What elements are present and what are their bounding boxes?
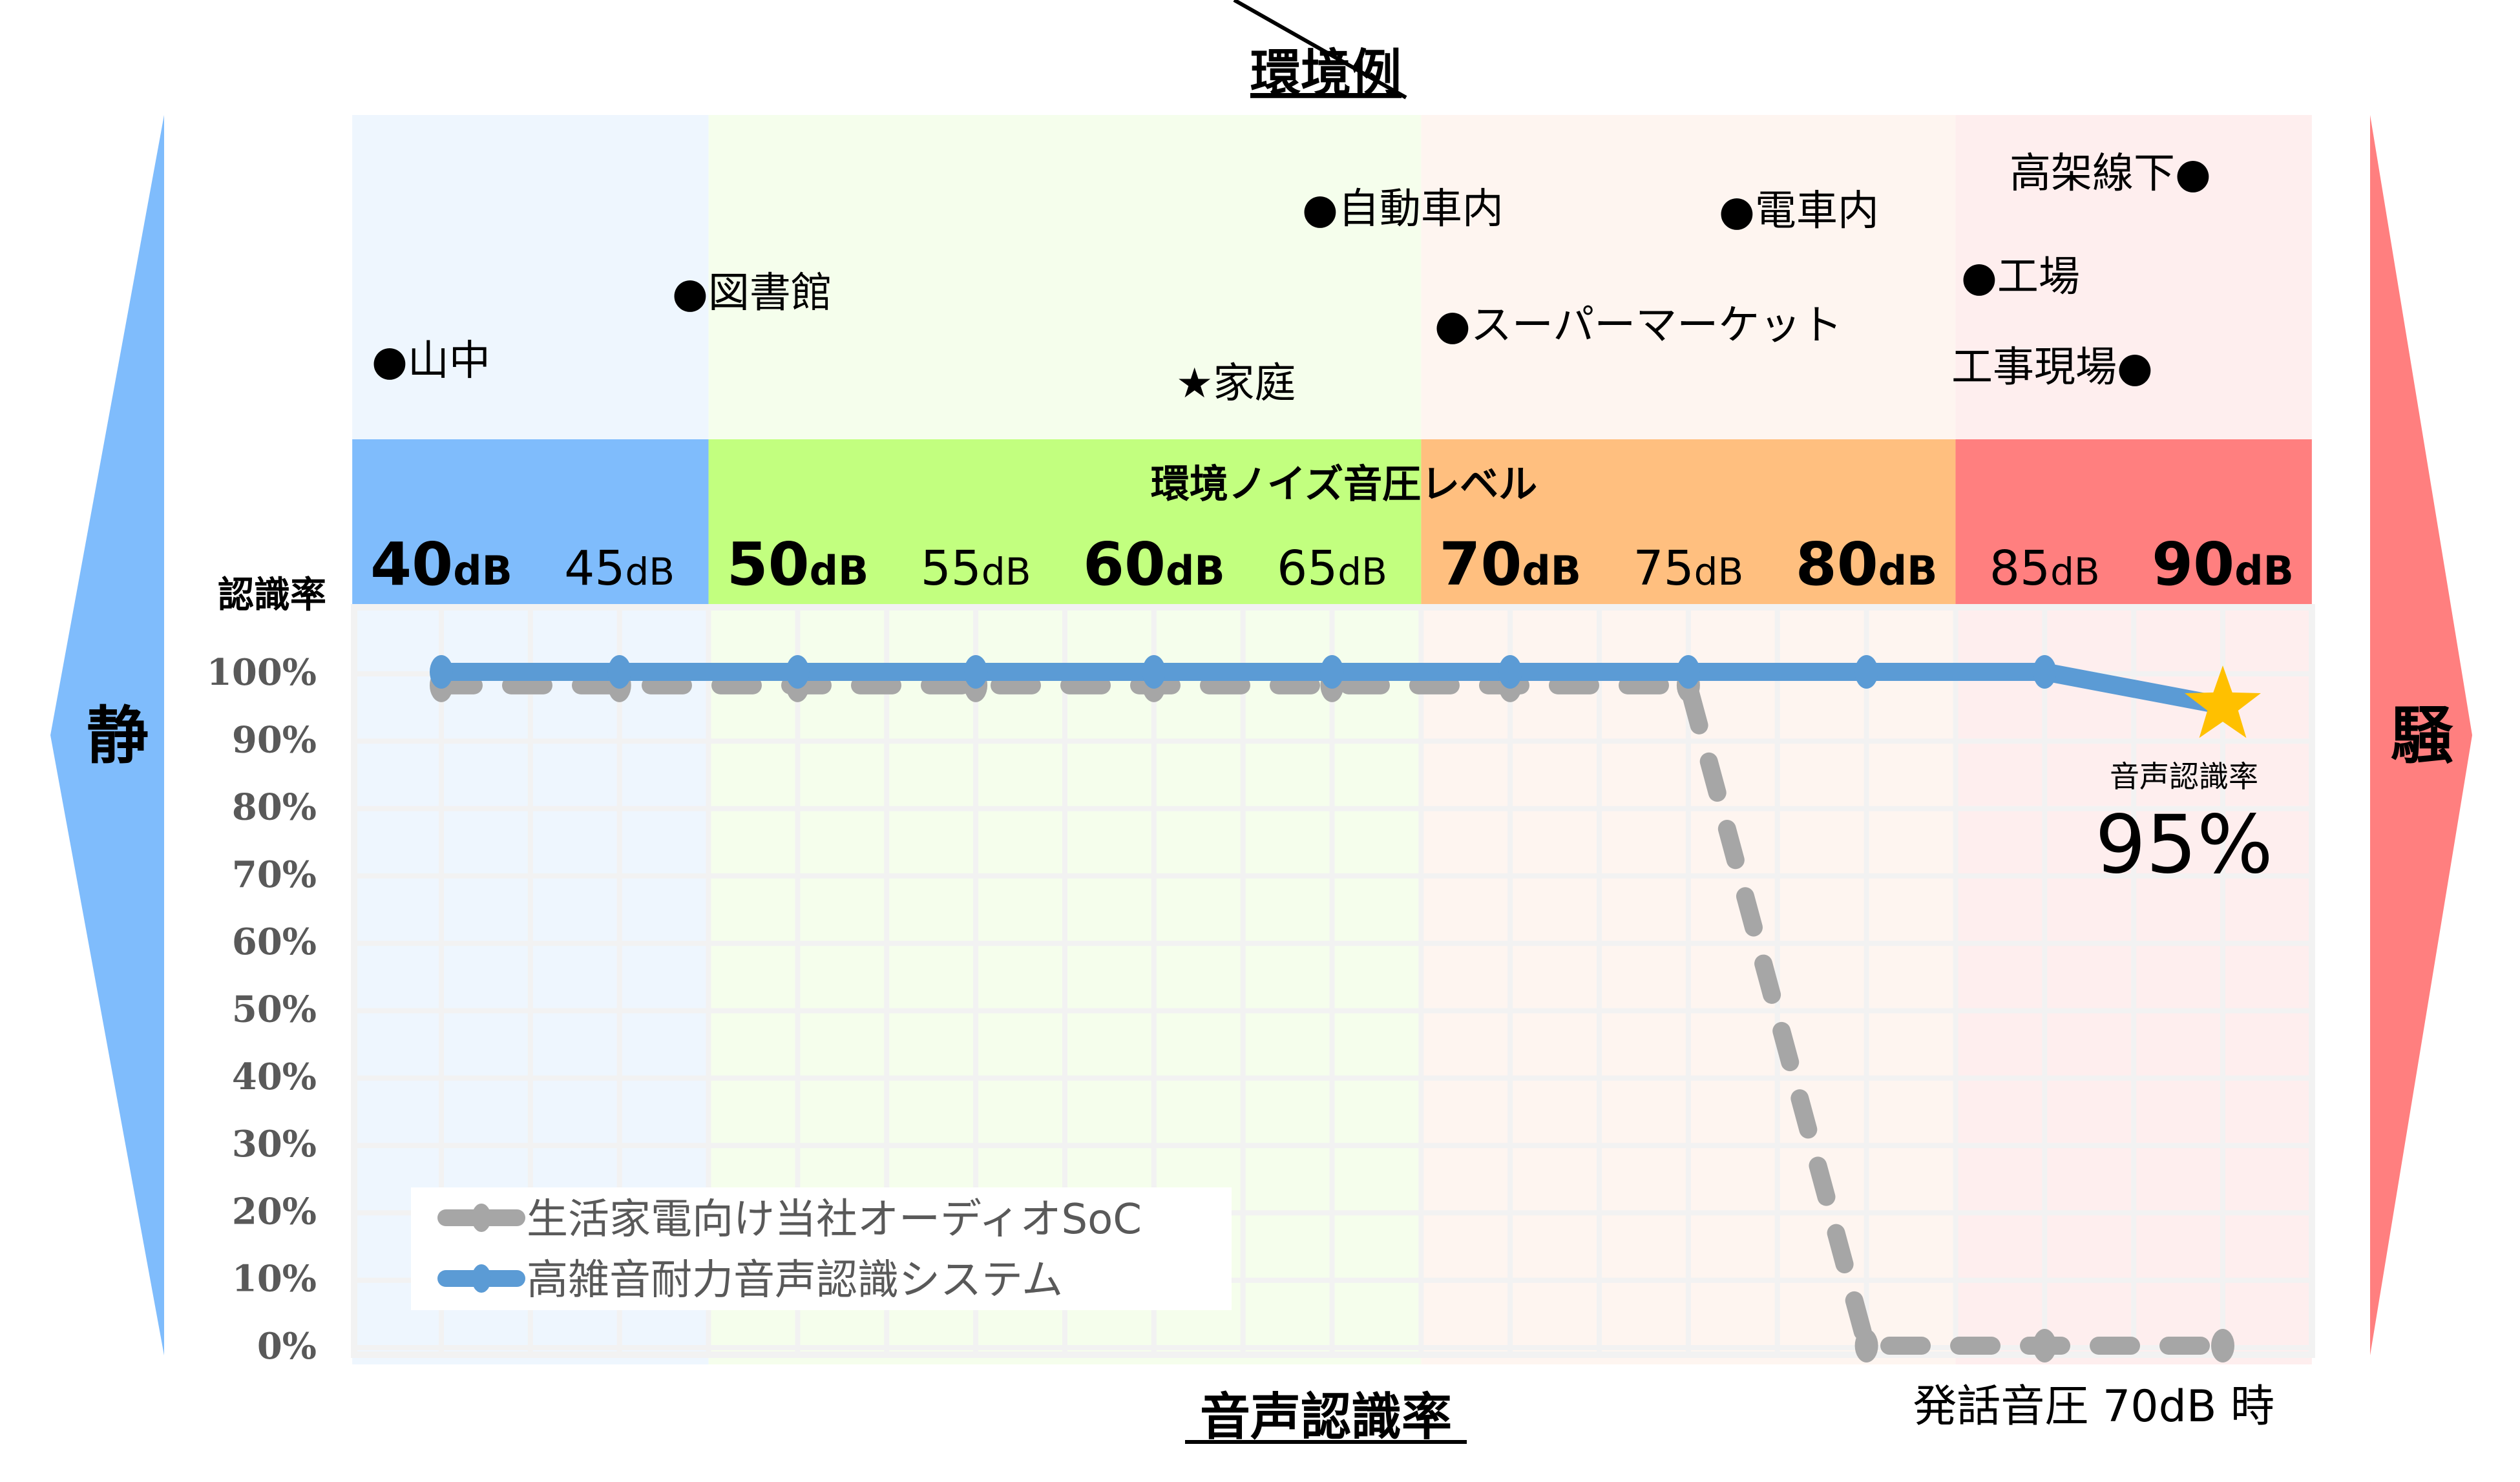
- noise-level-header: 環境ノイズ音圧レベル: [1151, 462, 1537, 507]
- legend: 生活家電向け当社オーディオSoC 高雑音耐力音声認識システム: [411, 1187, 1232, 1310]
- y-tick-10: 10%: [232, 1258, 317, 1300]
- data-point: [2033, 655, 2057, 689]
- data-point: [430, 655, 453, 689]
- db-label-80: 80dB: [1796, 530, 1938, 599]
- annotation-value: 95%: [2095, 798, 2273, 892]
- y-tick-50: 50%: [232, 988, 317, 1031]
- noisy-arrow-icon: [2370, 115, 2472, 1355]
- band-header-moderate: [708, 439, 1422, 604]
- db-label-75: 75dB: [1633, 541, 1744, 596]
- environment-example: ●スーパーマーケット: [1434, 302, 1842, 350]
- data-point: [1676, 655, 1700, 689]
- environment-example: ●電車内: [1719, 187, 1879, 235]
- speech-condition-note: 発話音圧 70dB 時: [1913, 1381, 2274, 1432]
- legend-item-label: 生活家電向け当社オーディオSoC: [527, 1196, 1142, 1244]
- data-point: [1498, 655, 1522, 689]
- data-point: [1320, 655, 1344, 689]
- data-point: [607, 655, 631, 689]
- band-header-quiet: [352, 439, 709, 604]
- y-axis-label: 認識率: [218, 574, 326, 616]
- data-point: [786, 655, 810, 689]
- db-label-40: 40dB: [370, 530, 512, 599]
- series-line-0: [432, 676, 2232, 1355]
- y-tick-70: 70%: [232, 853, 317, 896]
- y-tick-40: 40%: [232, 1056, 317, 1098]
- quiet-label: 静: [87, 700, 149, 772]
- band-headers: [352, 439, 2312, 604]
- recognition-annotation: 音声認識率 95%: [2095, 665, 2273, 892]
- y-tick-0: 0%: [257, 1325, 317, 1368]
- annotation-label: 音声認識率: [2110, 759, 2258, 794]
- data-point: [2211, 1329, 2234, 1362]
- band-header-loud: [1421, 439, 1956, 604]
- db-label-60: 60dB: [1083, 530, 1225, 599]
- data-point: [1854, 1329, 1878, 1362]
- star-icon: [2185, 665, 2261, 738]
- environment-examples: ●山中 ●図書館 ●自動車内 ★家庭 ●スーパーマーケット ●電車内 高架線下● ●工場工事現…: [372, 150, 2211, 408]
- legend-box: [411, 1187, 1232, 1310]
- db-label-90: 90dB: [2152, 530, 2294, 599]
- data-series: [430, 655, 2234, 1362]
- y-tick-90: 90%: [232, 718, 317, 761]
- environment-example: 高架線下●: [2010, 150, 2211, 198]
- environment-example: ●自動車内: [1302, 185, 1504, 233]
- noisy-label: 騒: [2391, 700, 2453, 772]
- db-label-50: 50dB: [727, 530, 869, 599]
- recognition-rate-title: 音声認識率: [1200, 1388, 1452, 1446]
- data-point: [2033, 1329, 2057, 1362]
- db-tick-labels: 40dB 45dB 50dB 55dB 60dB 65dB 70dB 75dB 80dB 85dB…: [370, 530, 2294, 599]
- environment-example: 工事現場●: [1951, 344, 2153, 391]
- y-tick-80: 80%: [232, 786, 317, 829]
- environment-example: ●工場: [1961, 253, 2080, 301]
- db-label-55: 55dB: [921, 541, 1031, 596]
- y-tick-20: 20%: [232, 1190, 317, 1233]
- data-point: [1142, 655, 1166, 689]
- y-tick-60: 60%: [232, 921, 317, 963]
- environment-example: ●山中: [372, 337, 490, 385]
- environment-example: ●図書館: [672, 269, 832, 317]
- y-tick-labels: 0% 10% 20% 30% 40% 50% 60% 70% 80% 90% 100%: [207, 651, 317, 1368]
- db-label-45: 45dB: [564, 541, 675, 596]
- title-underline: [1233, 0, 1407, 99]
- data-point: [964, 655, 988, 689]
- y-tick-30: 30%: [232, 1123, 317, 1165]
- db-label-65: 65dB: [1277, 541, 1387, 596]
- band-header-very-loud: [1955, 439, 2312, 604]
- db-label-85: 85dB: [1990, 541, 2100, 596]
- environment-example: ★家庭: [1176, 360, 1296, 408]
- y-tick-100: 100%: [207, 651, 317, 694]
- data-point: [1854, 655, 1878, 689]
- quiet-arrow-icon: [50, 115, 164, 1355]
- db-label-70: 70dB: [1439, 530, 1581, 599]
- legend-item-label: 高雑音耐力音声認識システム: [527, 1257, 1063, 1304]
